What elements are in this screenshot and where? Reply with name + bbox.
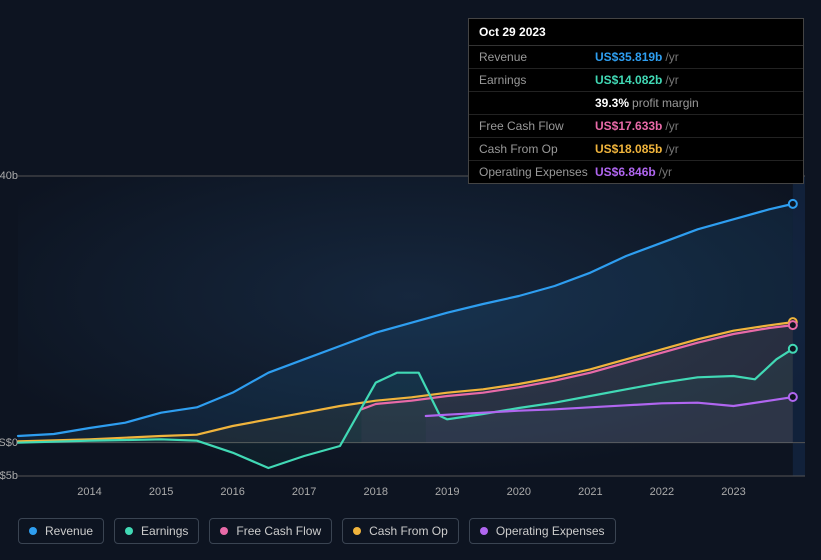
x-axis-label: 2020 — [507, 486, 531, 498]
tooltip-row-value: 39.3%profit margin — [595, 96, 699, 110]
legend-dot-icon — [353, 527, 361, 535]
legend-item-label: Cash From Op — [369, 524, 448, 538]
legend-item-cash-from-op[interactable]: Cash From Op — [342, 518, 459, 544]
x-axis-label: 2023 — [721, 486, 745, 498]
tooltip-row-value: US$35.819b/yr — [595, 50, 679, 64]
tooltip-row: RevenueUS$35.819b/yr — [469, 46, 803, 69]
tooltip-row: 39.3%profit margin — [469, 92, 803, 115]
legend-dot-icon — [125, 527, 133, 535]
tooltip-row-label: Operating Expenses — [479, 165, 595, 179]
legend-item-earnings[interactable]: Earnings — [114, 518, 199, 544]
tooltip-row-value: US$17.633b/yr — [595, 119, 679, 133]
tooltip-row-value: US$6.846b/yr — [595, 165, 672, 179]
chart-tooltip: Oct 29 2023 RevenueUS$35.819b/yrEarnings… — [468, 18, 804, 184]
tooltip-row: Cash From OpUS$18.085b/yr — [469, 138, 803, 161]
tooltip-row-label: Free Cash Flow — [479, 119, 595, 133]
x-axis-label: 2017 — [292, 486, 316, 498]
legend-dot-icon — [480, 527, 488, 535]
tooltip-row-label: Revenue — [479, 50, 595, 64]
tooltip-row: Free Cash FlowUS$17.633b/yr — [469, 115, 803, 138]
tooltip-row-value: US$18.085b/yr — [595, 142, 679, 156]
tooltip-row: Operating ExpensesUS$6.846b/yr — [469, 161, 803, 183]
y-axis-label: US$40b — [0, 170, 18, 182]
x-axis-label: 2019 — [435, 486, 459, 498]
x-axis-label: 2015 — [149, 486, 173, 498]
legend-item-revenue[interactable]: Revenue — [18, 518, 104, 544]
tooltip-row-label: Cash From Op — [479, 142, 595, 156]
y-axis-label: US$0 — [0, 437, 18, 449]
legend-item-free-cash-flow[interactable]: Free Cash Flow — [209, 518, 332, 544]
legend-dot-icon — [220, 527, 228, 535]
x-axis-label: 2018 — [363, 486, 387, 498]
legend-item-label: Operating Expenses — [496, 524, 605, 538]
chart-legend: Revenue Earnings Free Cash Flow Cash From O… — [18, 518, 616, 544]
tooltip-row: EarningsUS$14.082b/yr — [469, 69, 803, 92]
x-axis-label: 2016 — [220, 486, 244, 498]
legend-dot-icon — [29, 527, 37, 535]
tooltip-row-label — [479, 96, 595, 110]
x-axis-label: 2021 — [578, 486, 602, 498]
x-axis-label: 2014 — [77, 486, 101, 498]
x-axis-label: 2022 — [650, 486, 674, 498]
tooltip-row-label: Earnings — [479, 73, 595, 87]
legend-item-label: Free Cash Flow — [236, 524, 321, 538]
legend-item-label: Revenue — [45, 524, 93, 538]
y-axis-label: -US$5b — [0, 470, 18, 482]
legend-item-operating-expenses[interactable]: Operating Expenses — [469, 518, 616, 544]
tooltip-date: Oct 29 2023 — [469, 19, 803, 46]
tooltip-row-value: US$14.082b/yr — [595, 73, 679, 87]
legend-item-label: Earnings — [141, 524, 188, 538]
